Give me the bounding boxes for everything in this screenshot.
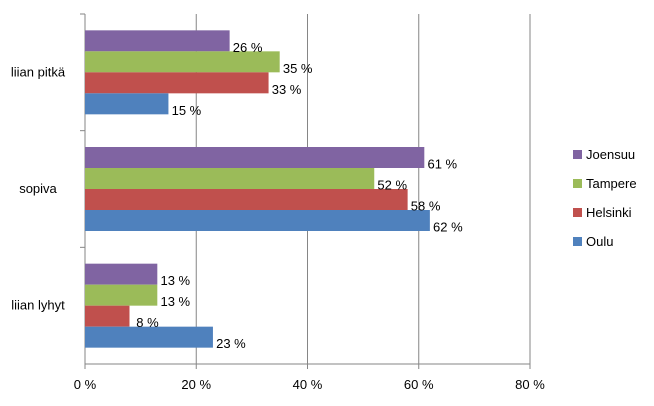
x-tick-label: 40 % [293, 377, 323, 392]
bar-joensuu [85, 263, 158, 285]
data-label: 13 % [160, 294, 190, 309]
bars [85, 30, 430, 348]
legend-label: Helsinki [586, 205, 632, 220]
bar-joensuu [85, 147, 425, 168]
bar-joensuu [85, 30, 230, 52]
data-label: 8 % [136, 315, 159, 330]
bar-oulu [85, 210, 430, 231]
data-label: 35 % [283, 61, 313, 76]
bar-oulu [85, 93, 169, 115]
legend: Joensuu Tampere Helsinki Oulu [573, 147, 637, 249]
x-tick-label: 0 % [74, 377, 97, 392]
bar-tampere [85, 284, 158, 306]
category-label: sopiva [19, 181, 57, 196]
data-label: 23 % [216, 336, 246, 351]
data-label: 33 % [272, 82, 302, 97]
legend-label: Oulu [586, 234, 613, 249]
axes: 0 % 20 % 40 % 60 % 80 % liian pitkä sopiva liia… [11, 13, 545, 392]
x-tick-label: 60 % [404, 377, 434, 392]
data-label: 52 % [377, 178, 407, 193]
legend-swatch-helsinki [573, 208, 582, 217]
bar-helsinki [85, 72, 269, 94]
bar-tampere [85, 51, 280, 73]
bar-helsinki [85, 189, 408, 210]
data-label: 15 % [172, 103, 202, 118]
data-labels: 26 % 35 % 33 % 15 % 61 % 52 % 58 % 62 % 13 % 13 %… [136, 40, 463, 351]
bar-tampere [85, 168, 375, 189]
bar-helsinki [85, 305, 130, 327]
legend-label: Tampere [586, 176, 637, 191]
data-label: 61 % [427, 157, 457, 172]
legend-swatch-joensuu [573, 150, 582, 159]
x-tick-label: 20 % [181, 377, 211, 392]
category-label: liian pitkä [11, 64, 66, 79]
bar-oulu [85, 326, 213, 348]
data-label: 26 % [233, 40, 263, 55]
data-label: 58 % [411, 199, 441, 214]
data-label: 13 % [160, 273, 190, 288]
legend-label: Joensuu [586, 147, 635, 162]
data-label: 62 % [433, 220, 463, 235]
x-tick-label: 80 % [515, 377, 545, 392]
legend-swatch-oulu [573, 237, 582, 246]
legend-swatch-tampere [573, 179, 582, 188]
category-label: liian lyhyt [11, 298, 65, 313]
